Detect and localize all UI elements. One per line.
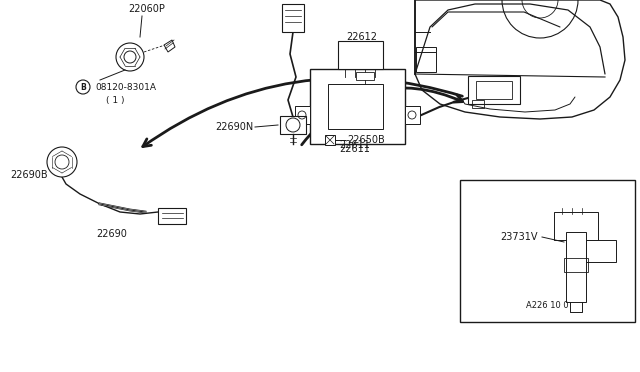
Bar [405,106,420,124]
Text: 22690: 22690 [97,229,127,239]
Text: 22690B: 22690B [10,170,48,180]
Bar [468,76,520,104]
Bar [566,232,586,302]
Bar [586,240,616,262]
Text: 22611: 22611 [340,144,371,154]
Circle shape [47,147,77,177]
Bar [280,116,306,134]
Polygon shape [164,40,175,52]
Text: 23731V: 23731V [500,232,538,242]
Bar [356,72,374,80]
Text: 22650B: 22650B [347,135,385,145]
Text: ( 1 ): ( 1 ) [106,96,124,105]
Bar [310,69,405,144]
Text: 08120-8301A: 08120-8301A [95,83,156,92]
Bar [564,258,588,272]
Text: 22060P: 22060P [128,4,165,14]
Text: 22612: 22612 [346,32,378,42]
Text: 22611: 22611 [340,140,371,150]
Bar [282,4,304,32]
Circle shape [76,80,90,94]
Bar [416,47,436,72]
Bar [338,41,383,69]
Bar [295,106,310,124]
Text: A226 10 0: A226 10 0 [525,301,568,310]
Polygon shape [415,0,625,119]
Bar [472,100,484,108]
Bar [328,84,383,129]
Circle shape [116,43,144,71]
Bar [554,212,598,240]
Bar [158,208,186,224]
Text: B: B [80,83,86,92]
Bar [460,180,635,322]
Bar [476,81,512,99]
Text: 22690N: 22690N [215,122,253,132]
Bar [325,135,335,145]
